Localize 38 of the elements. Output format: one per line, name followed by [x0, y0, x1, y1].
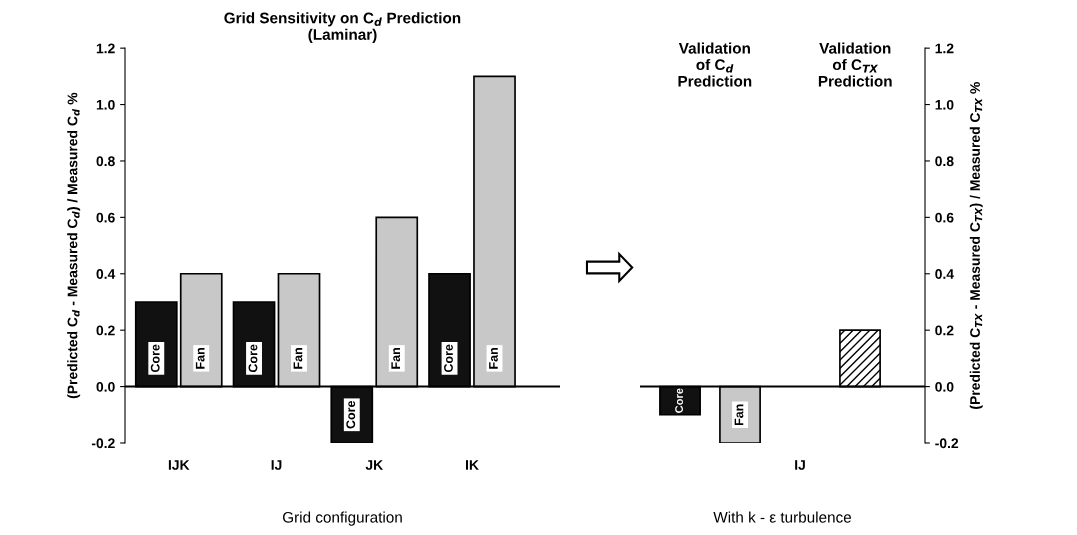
text: Core — [150, 344, 160, 373]
series-label: Fan — [734, 404, 744, 426]
y-tick-label: 0.8 — [935, 156, 954, 167]
x-axis-title: Grid configuration — [282, 511, 402, 526]
chart-title: Grid Sensitivity on C$_{d}$ Prediction (Laminar) — [224, 12, 461, 43]
y-tick-label: -0.2 — [91, 438, 115, 449]
series-label: Core — [346, 400, 356, 429]
series-label: Core — [675, 388, 683, 413]
y-tick-label: 0.2 — [96, 325, 115, 336]
x-tick-label: IJ — [271, 460, 282, 470]
y-tick-label: 0.6 — [935, 212, 954, 223]
text: Fan — [489, 348, 498, 369]
y-tick-label: 0.4 — [935, 269, 954, 279]
text: Fan — [195, 348, 205, 369]
annotation: Validation of C$_{TX}$ Prediction — [818, 42, 892, 87]
y-tick-label: 0.6 — [96, 212, 115, 223]
y-tick-label: -0.2 — [935, 438, 959, 449]
x-tick-label: IJK — [168, 460, 190, 470]
text: Core — [248, 344, 258, 373]
series-label: Fan — [293, 348, 303, 369]
y-axis-title: (Predicted C$_{TX}$ - Measured C$_{TX}$) / Measured C$_{TX}$ % — [969, 82, 983, 409]
y-tick-label: 1.2 — [935, 43, 954, 54]
y-tick-label: 0.8 — [96, 156, 115, 167]
y-tick-label: 0.2 — [935, 325, 954, 336]
y-tick-label: 1.0 — [935, 99, 954, 110]
y-tick-label: 1.2 — [96, 43, 115, 54]
y-tick-label: 0.0 — [935, 381, 954, 392]
y-tick-label: 1.0 — [96, 99, 115, 110]
y-tick-label: 0.0 — [96, 381, 115, 392]
x-tick-label: JK — [365, 460, 384, 470]
x-axis-title: With k - ε turbulence — [713, 511, 852, 523]
text: Fan — [391, 348, 401, 369]
y-tick-label: 0.4 — [96, 269, 116, 279]
y-axis-title: (Predicted C$_{d}$ - Measured C$_{d}$) / Measured C$_{d}$ % — [67, 92, 81, 399]
x-tick-label: IK — [466, 460, 479, 470]
text: Core — [444, 344, 453, 373]
annotation: Validation of C$_{d}$ Prediction — [678, 42, 752, 87]
x-tick-label: IJ — [795, 460, 805, 470]
